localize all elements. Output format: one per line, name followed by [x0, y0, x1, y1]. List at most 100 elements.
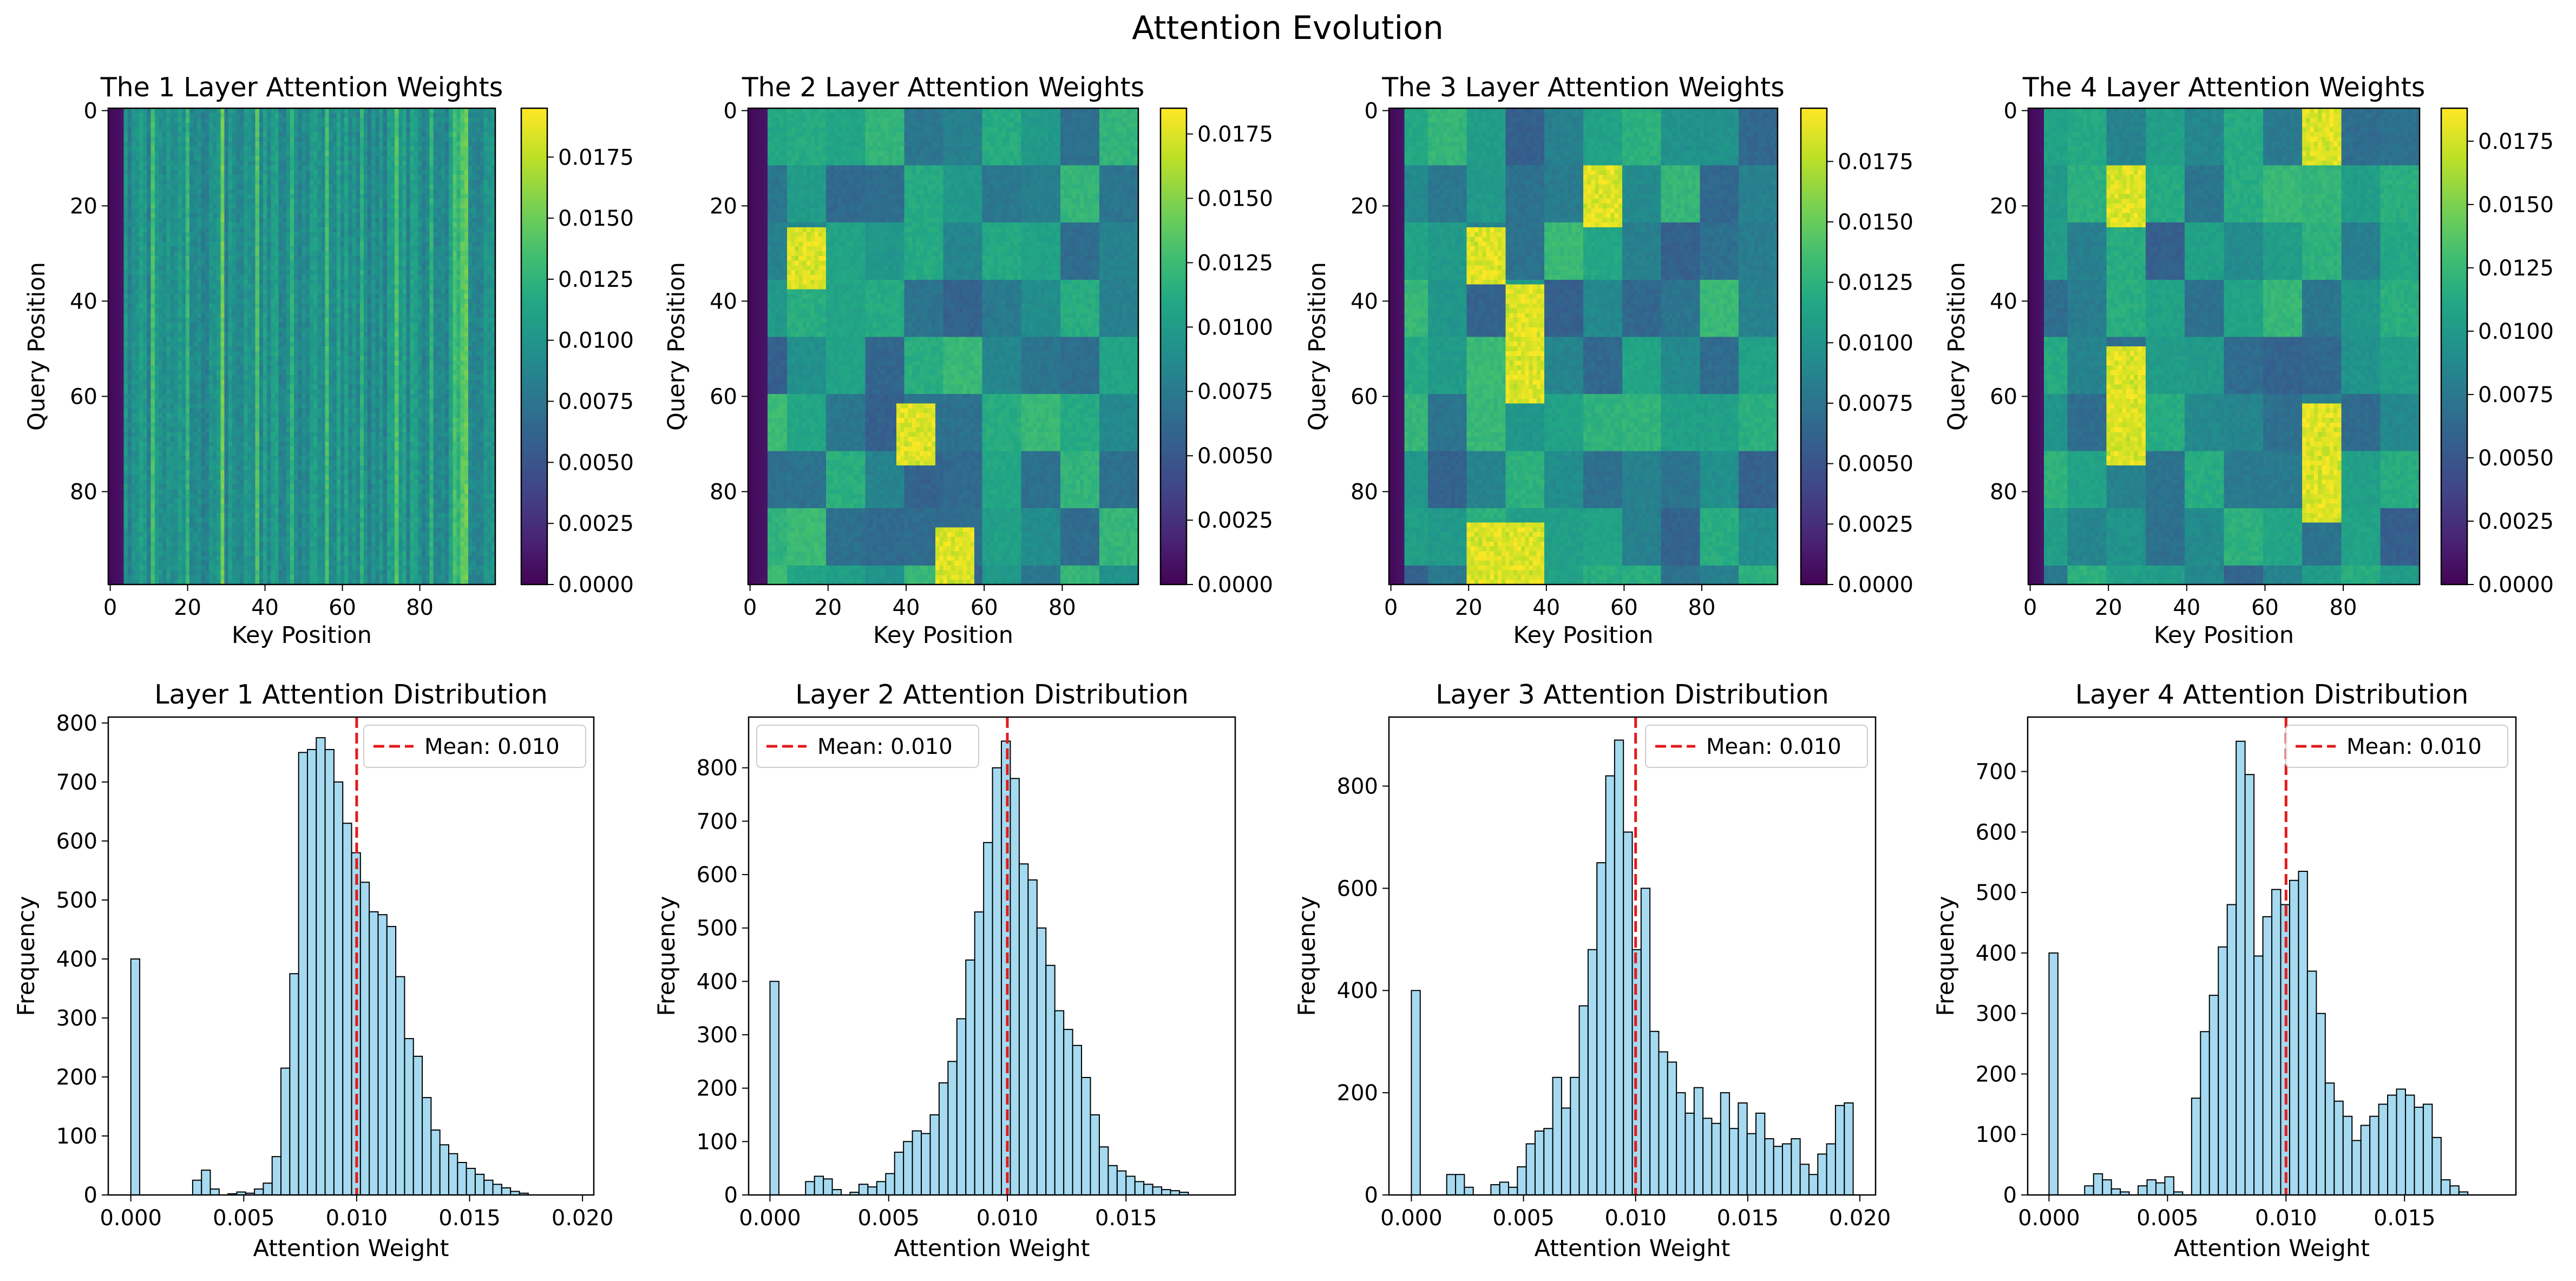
heatmap-cell — [395, 122, 399, 127]
heatmap-cell — [457, 180, 461, 185]
heatmap-cell — [232, 137, 237, 142]
heatmap-cell — [124, 203, 128, 208]
heatmap-cell — [340, 170, 345, 175]
heatmap-cell — [329, 227, 333, 232]
heatmap-cell — [383, 166, 388, 170]
heatmap-cell — [391, 142, 395, 147]
heatmap-cell — [189, 237, 194, 242]
heatmap-cell — [290, 213, 294, 218]
heatmap-cell — [189, 132, 194, 137]
heatmap-cell — [128, 127, 132, 132]
heatmap-cell — [124, 127, 128, 132]
heatmap-cell — [132, 218, 136, 222]
heatmap-cell — [302, 194, 306, 199]
heatmap-cell — [352, 232, 356, 237]
heatmap-cell — [201, 137, 206, 142]
heatmap-cell — [464, 156, 469, 161]
heatmap-cell — [398, 213, 403, 218]
heatmap-cell — [213, 232, 217, 237]
heatmap-cell — [151, 180, 155, 185]
heatmap-cell — [170, 113, 174, 118]
heatmap-cell — [267, 132, 271, 137]
heatmap-cell — [217, 185, 221, 189]
heatmap-cell — [329, 189, 333, 194]
heatmap-cell — [135, 256, 140, 261]
heatmap-cell — [151, 246, 155, 251]
heatmap-cell — [197, 203, 201, 208]
heatmap-cell — [290, 108, 294, 113]
heatmap-cell — [271, 161, 275, 166]
heatmap-cell — [290, 194, 294, 199]
heatmap-cell — [244, 241, 248, 246]
heatmap-cell — [383, 170, 388, 175]
heatmap-cell — [247, 256, 252, 261]
heatmap-cell — [162, 127, 167, 132]
heatmap-cell — [236, 137, 240, 142]
heatmap-cell — [294, 146, 298, 151]
heatmap-cell — [445, 185, 449, 189]
heatmap-cell — [321, 213, 325, 218]
heatmap-cell — [205, 161, 209, 166]
heatmap-cell — [151, 189, 155, 194]
heatmap-cell — [364, 118, 368, 123]
heatmap-cell — [344, 122, 349, 127]
heatmap-cell — [371, 166, 376, 170]
heatmap-cell — [484, 108, 488, 113]
heatmap-cell — [387, 227, 391, 232]
heatmap-cell — [368, 122, 372, 127]
heatmap-cell — [252, 118, 256, 123]
heatmap-cell — [453, 232, 457, 237]
heatmap-cell — [143, 246, 147, 251]
heatmap-cell — [484, 251, 488, 256]
heatmap-cell — [391, 227, 395, 232]
heatmap-cell — [283, 203, 287, 208]
heatmap-cell — [453, 194, 457, 199]
heatmap-cell — [429, 218, 434, 222]
heatmap-cell — [422, 237, 426, 242]
heatmap-cell — [174, 222, 179, 227]
heatmap-cell — [434, 213, 438, 218]
heatmap-cell — [407, 108, 411, 113]
heatmap-cell — [116, 185, 120, 189]
heatmap-cell — [310, 175, 314, 180]
heatmap-cell — [414, 132, 418, 137]
heatmap-cell — [174, 251, 179, 256]
heatmap-cell — [189, 142, 194, 147]
heatmap-cell — [391, 208, 395, 213]
heatmap-cell — [244, 108, 248, 113]
heatmap-cell — [387, 161, 391, 166]
heatmap-cell — [298, 218, 302, 222]
heatmap-cell — [348, 251, 352, 256]
heatmap-cell — [306, 189, 310, 194]
heatmap-cell — [193, 122, 198, 127]
heatmap-cell — [441, 161, 445, 166]
heatmap-cell — [116, 180, 120, 185]
heatmap-cell — [228, 142, 233, 147]
heatmap-cell — [461, 161, 465, 166]
heatmap-cell — [274, 256, 279, 261]
heatmap-cell — [422, 208, 426, 213]
heatmap-cell — [368, 132, 372, 137]
heatmap-cell — [205, 213, 209, 218]
heatmap-cell — [290, 227, 294, 232]
heatmap-cell — [457, 208, 461, 213]
heatmap-cell — [337, 199, 341, 203]
heatmap-cell — [255, 203, 260, 208]
heatmap-cell — [488, 251, 492, 256]
heatmap-cell — [178, 151, 182, 156]
heatmap-cell — [337, 127, 341, 132]
heatmap-cell — [445, 118, 449, 123]
heatmap-cell — [178, 232, 182, 237]
heatmap-cell — [360, 137, 364, 142]
heatmap-cell — [255, 170, 260, 175]
heatmap-cell — [236, 232, 240, 237]
heatmap-cell — [244, 203, 248, 208]
heatmap-cell — [418, 237, 422, 242]
heatmap-cell — [371, 156, 376, 161]
heatmap-cell — [476, 246, 480, 251]
heatmap-cell — [360, 222, 364, 227]
heatmap-cell — [232, 203, 237, 208]
heatmap-cell — [395, 180, 399, 185]
heatmap-cell — [217, 108, 221, 113]
heatmap-cell — [225, 232, 229, 237]
